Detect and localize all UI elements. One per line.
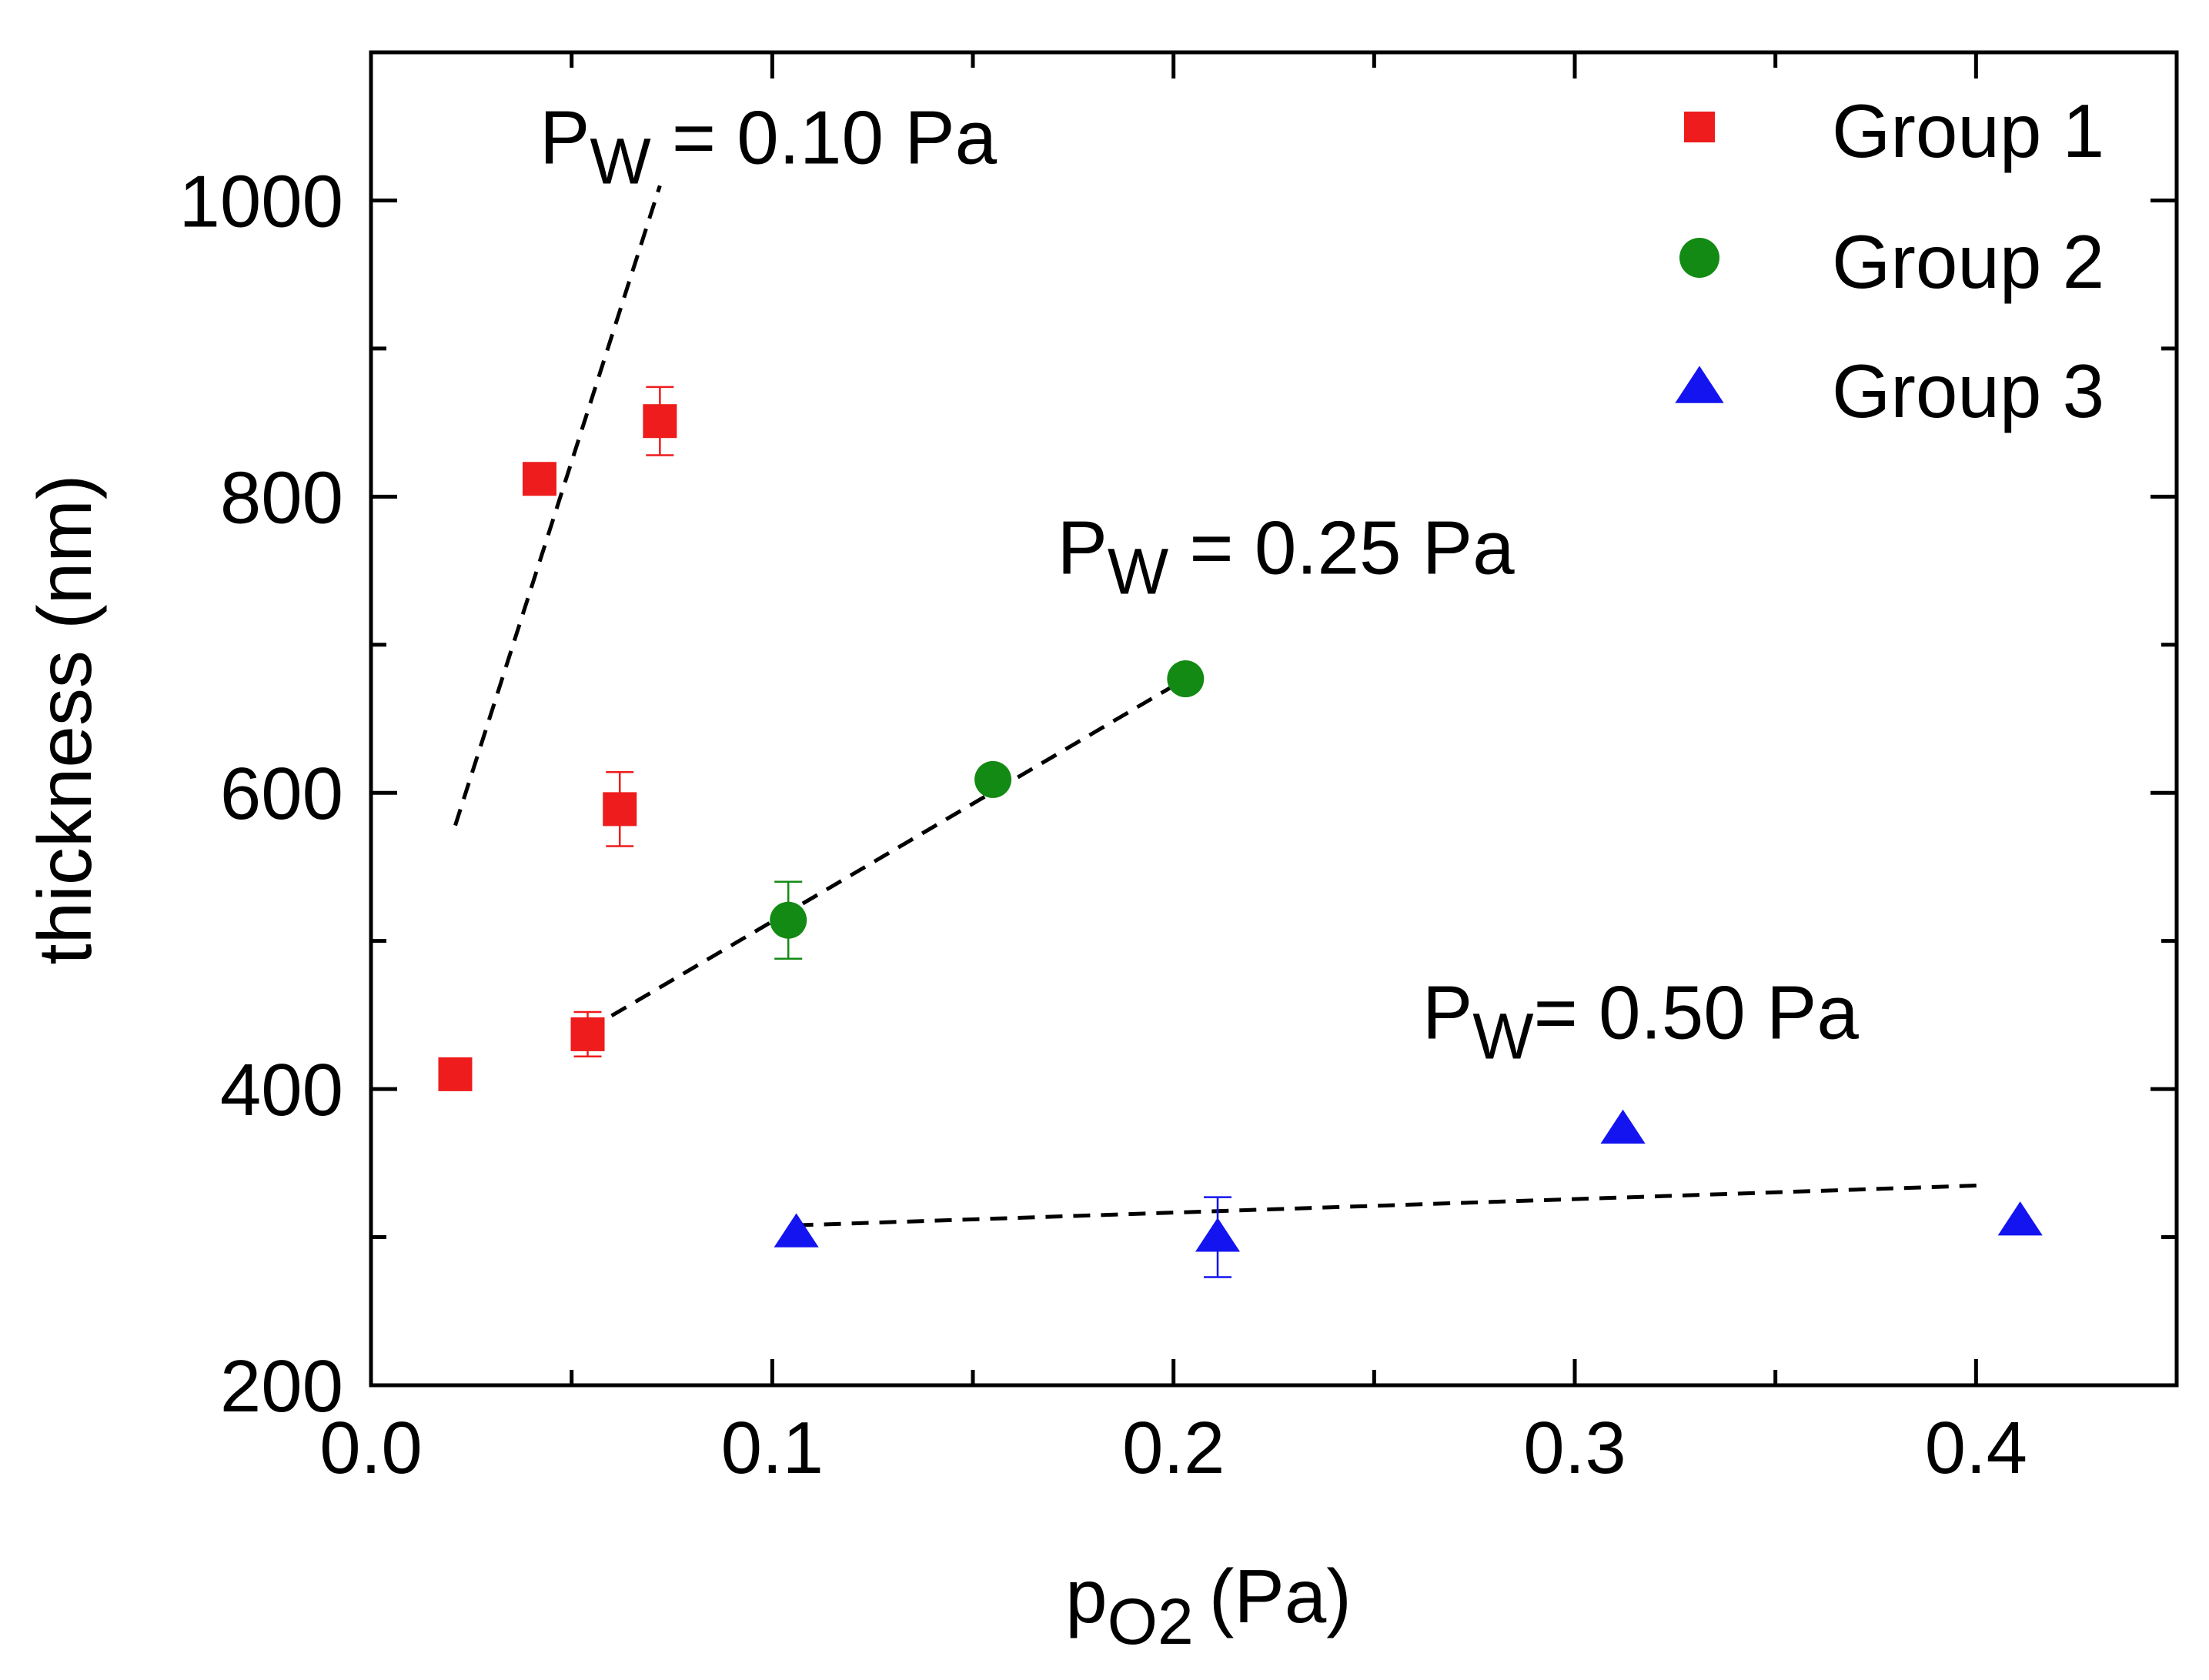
pw-025-label-sub: W xyxy=(1108,535,1168,607)
y-axis-tick-labels: 200 400 600 800 1000 xyxy=(179,160,343,1428)
marker-group-1-point-3 xyxy=(522,462,556,496)
marker-group-1-point-5 xyxy=(643,404,677,439)
marker-group-2-point-1 xyxy=(770,901,807,939)
pw-010-label-value: = 0.10 Pa xyxy=(651,95,998,179)
y-tick-label-0: 200 xyxy=(220,1345,343,1428)
x-tick-label-2: 0.2 xyxy=(1122,1407,1225,1489)
legend: Group 1 Group 2 Group 3 xyxy=(1675,89,2104,433)
pw-010-label-sub: W xyxy=(590,125,650,197)
pw-050-label-value: = 0.50 Pa xyxy=(1534,970,1860,1055)
legend-label-1: Group 1 xyxy=(1832,89,2104,173)
pw-010-label-main: P xyxy=(540,95,590,179)
legend-marker-2 xyxy=(1679,238,1719,278)
legend-marker-1 xyxy=(1684,112,1715,142)
y-tick-label-1: 400 xyxy=(220,1049,343,1131)
fit-group-3 xyxy=(796,1183,1984,1227)
y-axis-label: thickness (nm) xyxy=(22,474,107,964)
marker-group-1-point-4 xyxy=(603,792,637,827)
marker-group-3-point-3 xyxy=(1600,1109,1646,1144)
legend-label-3: Group 3 xyxy=(1832,349,2104,433)
pw-025-label: PW = 0.25 Pa xyxy=(1057,505,1515,607)
plot-frame xyxy=(369,50,2179,1388)
x-axis-tick-labels: 0.0 0.1 0.2 0.3 0.4 xyxy=(319,1407,2027,1489)
pw-025-label-value: = 0.25 Pa xyxy=(1168,505,1515,590)
marker-group-2-point-3 xyxy=(1167,660,1205,698)
x-tick-label-1: 0.1 xyxy=(721,1407,824,1489)
pw-050-label-main: P xyxy=(1422,970,1472,1055)
pw-050-label-sub: W xyxy=(1472,1000,1533,1073)
fit-group-2 xyxy=(587,676,1187,1032)
y-tick-label-4: 1000 xyxy=(179,160,343,242)
x-axis-label: pO2 (Pa) xyxy=(1065,1554,1352,1658)
x-tick-label-3: 0.3 xyxy=(1523,1407,1626,1489)
marker-group-3-point-4 xyxy=(1997,1201,2043,1236)
marker-group-3-point-2 xyxy=(1195,1217,1241,1252)
marker-group-2-point-2 xyxy=(974,760,1012,798)
data-markers xyxy=(438,404,2043,1252)
x-axis-label-main: p xyxy=(1065,1554,1108,1638)
pw-010-label: PW = 0.10 Pa xyxy=(540,95,998,197)
x-axis-label-sub: O2 xyxy=(1108,1585,1194,1658)
fit-group-1 xyxy=(453,185,662,827)
marker-group-1-point-1 xyxy=(438,1057,473,1091)
pw-050-label: PW= 0.50 Pa xyxy=(1422,970,1859,1073)
x-tick-label-0: 0.0 xyxy=(319,1407,422,1489)
legend-marker-3 xyxy=(1675,366,1724,403)
fit-lines xyxy=(453,185,1984,1227)
marker-group-3-point-1 xyxy=(774,1213,819,1247)
marker-group-1-point-2 xyxy=(570,1017,605,1051)
x-axis-label-unit: (Pa) xyxy=(1209,1554,1352,1638)
x-axis-ticks xyxy=(369,52,1978,1385)
y-axis-ticks xyxy=(371,198,2177,1388)
legend-label-2: Group 2 xyxy=(1832,219,2104,304)
x-tick-label-4: 0.4 xyxy=(1925,1407,2027,1489)
y-tick-label-3: 800 xyxy=(220,456,343,539)
pw-025-label-main: P xyxy=(1057,505,1107,590)
y-tick-label-2: 600 xyxy=(220,753,343,835)
